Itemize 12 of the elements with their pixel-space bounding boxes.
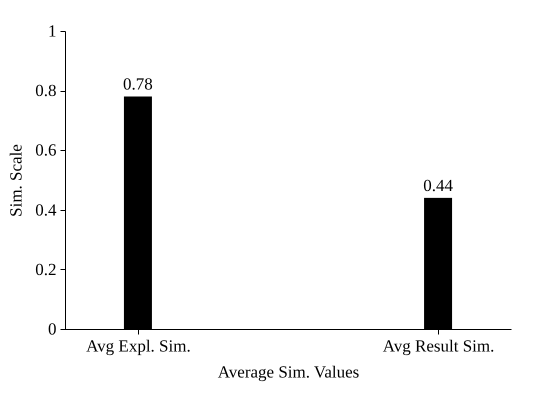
- y-tick-label: 0: [48, 320, 56, 338]
- x-tick-label: Avg Result Sim.: [382, 336, 494, 356]
- y-tick-label: 1: [48, 22, 56, 40]
- y-tick-label: 0.4: [35, 200, 57, 220]
- x-tick-label: Avg Expl. Sim.: [86, 336, 191, 356]
- y-tick-label: 0.6: [35, 140, 56, 160]
- data-label: 0.44: [423, 176, 454, 195]
- x-axis-title: Average Sim. Values: [218, 362, 360, 382]
- y-tick-label: 0.2: [35, 260, 56, 279]
- y-tick-label: 0.8: [35, 81, 56, 100]
- data-label: 0.78: [123, 74, 153, 94]
- y-axis-title: Sim. Scale: [6, 144, 26, 217]
